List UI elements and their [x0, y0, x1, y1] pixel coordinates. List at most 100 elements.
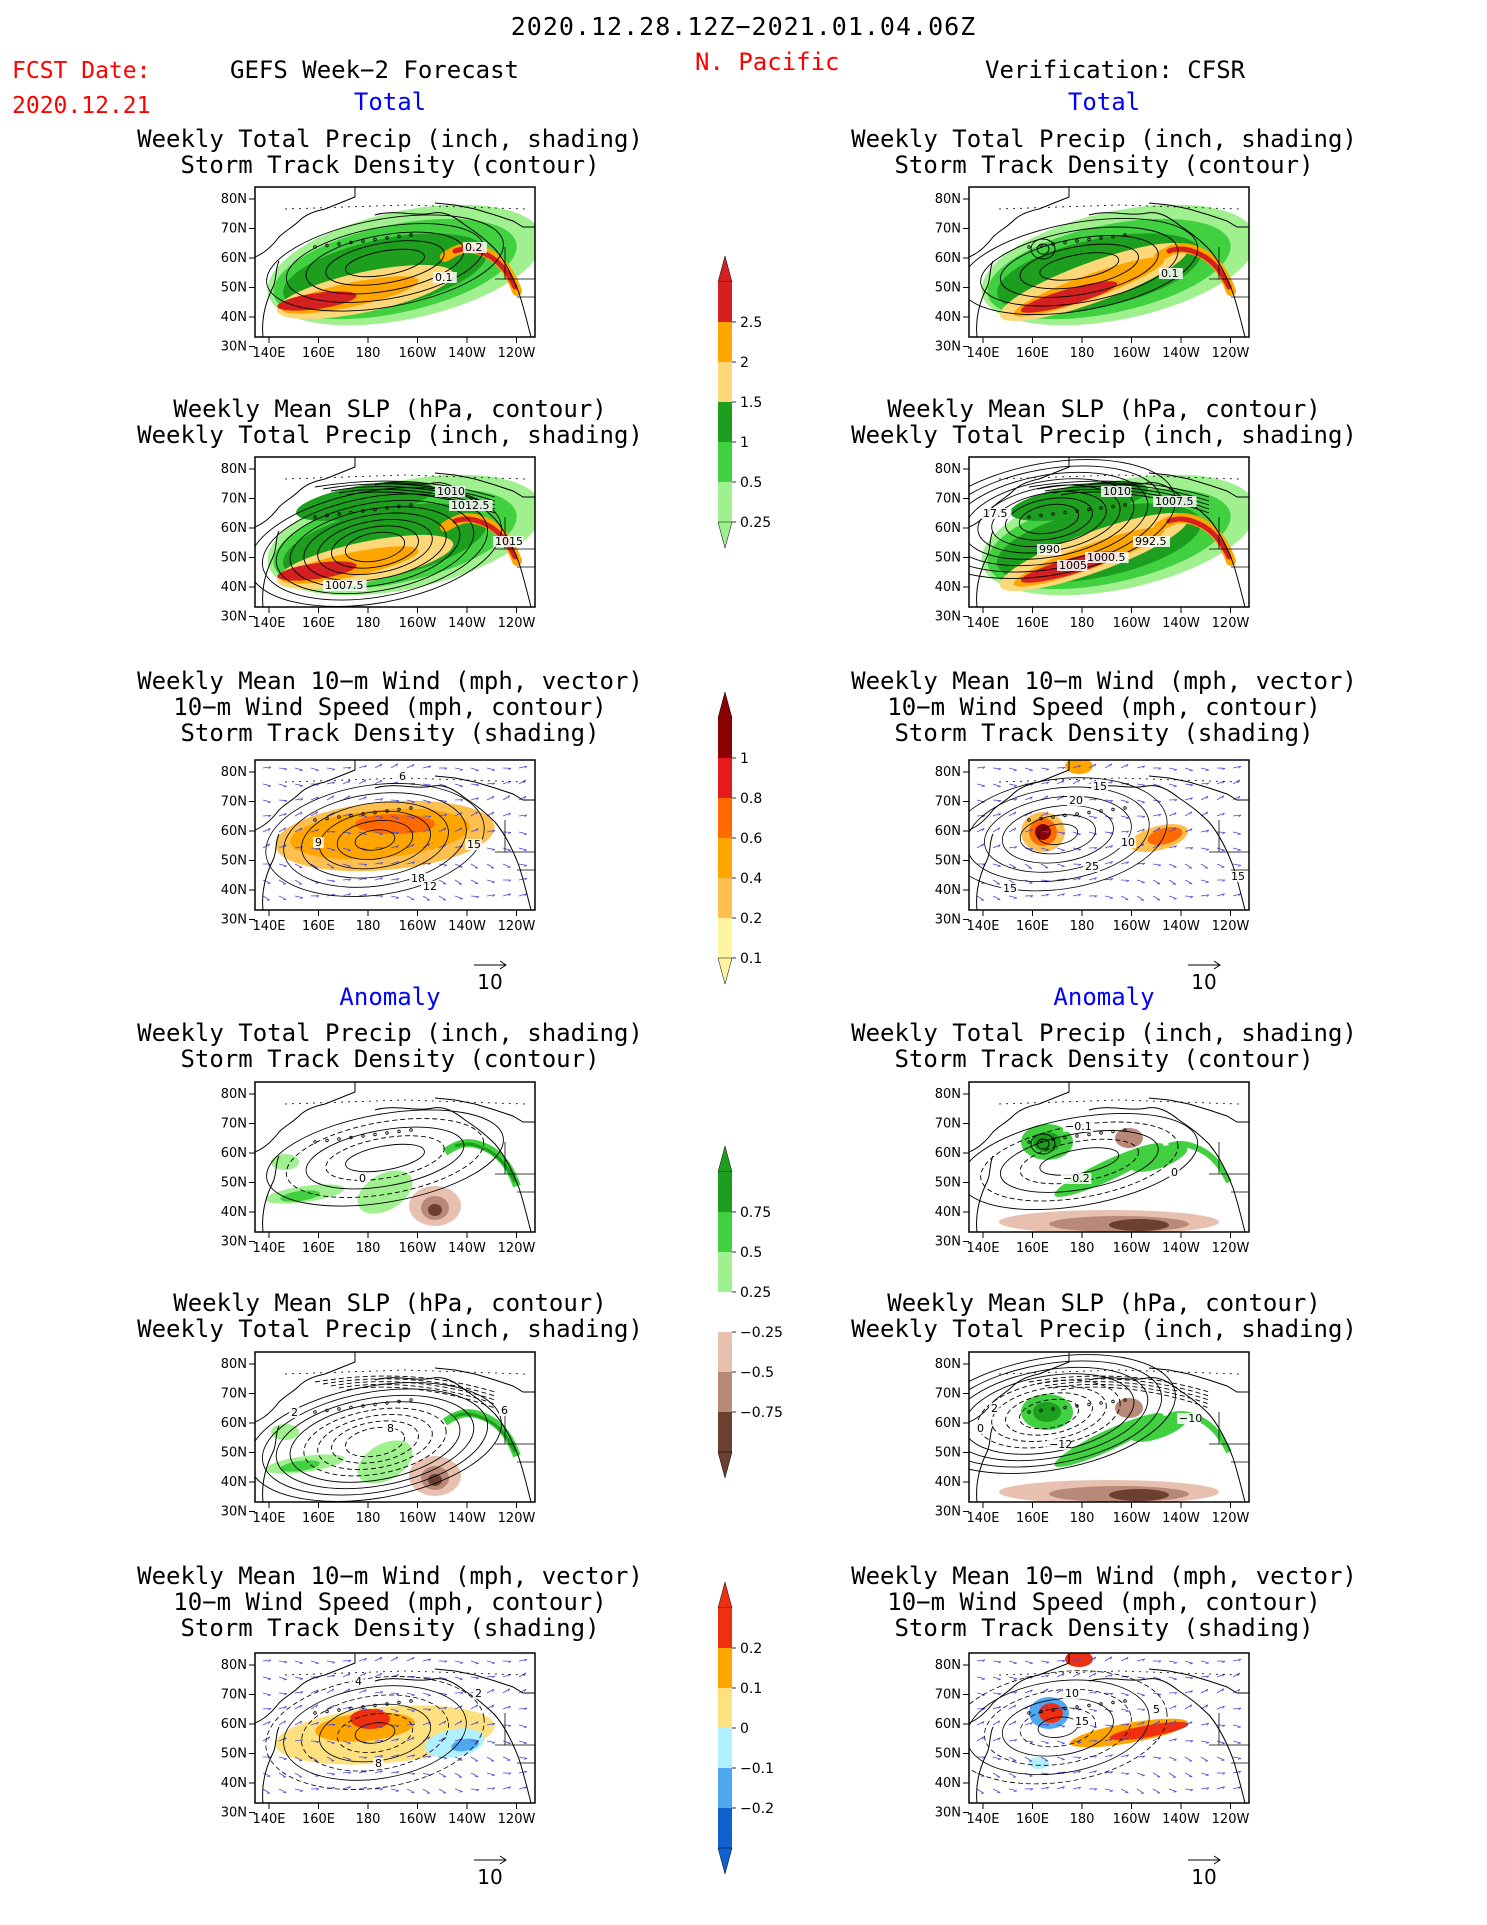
lat-tick-label: 50N — [221, 281, 247, 296]
lon-tick-label: 140W — [448, 1812, 486, 1827]
lon-tick-label: 120W — [498, 1812, 536, 1827]
lat-tick-label: 40N — [221, 580, 247, 595]
f6-title: Weekly Mean 10−m Wind (mph, vector) 10−m … — [137, 1562, 643, 1642]
lat-tick-label: 80N — [935, 765, 961, 780]
lat-tick-label: 50N — [221, 854, 247, 869]
v5-title: Weekly Mean SLP (hPa, contour) Weekly Tot… — [851, 1289, 1357, 1343]
stormtrack-anomaly-colorbar: 0.2 0.1 0 −0.1 −0.2 — [717, 1581, 774, 1875]
v4-title: Weekly Total Precip (inch, shading) Storm… — [851, 1019, 1357, 1073]
lat-tick-label: 80N — [221, 1087, 247, 1102]
colorbar-segment — [718, 798, 732, 838]
lon-tick-label: 140W — [448, 346, 486, 361]
lat-tick-label: 80N — [935, 1658, 961, 1673]
contour-label: −0.2 — [1063, 1172, 1090, 1185]
colorbar-segment — [718, 878, 732, 918]
contour-label: 0.1 — [435, 271, 453, 284]
contour-label: 9 — [315, 836, 322, 849]
date-range-title: 2020.12.28.12Z−2021.01.04.06Z — [510, 12, 977, 41]
lon-tick-label: 160W — [399, 616, 437, 631]
contour-label: −12 — [1049, 1438, 1072, 1451]
contour-label: 1005 — [1059, 559, 1087, 572]
v1-title: Weekly Total Precip (inch, shading) Storm… — [851, 125, 1357, 179]
contour-label: 8 — [387, 1422, 394, 1435]
lat-tick-label: 70N — [221, 1387, 247, 1402]
colorbar-label: 0.2 — [740, 1641, 762, 1657]
colorbar-bottom-arrow — [717, 521, 733, 549]
colorbar-label: 0.1 — [740, 951, 762, 967]
contour-label: 1012.5 — [451, 499, 490, 512]
lat-tick-label: 30N — [935, 913, 961, 928]
verification-title: Verification: CFSR — [985, 56, 1246, 84]
forecast-precip-stormtrack-anomaly-map: 0 80N 70N 60N 50N 40N 30N 140E 160E 180 160W 140W 12… — [221, 1081, 536, 1256]
lon-tick-label: 120W — [498, 346, 536, 361]
lon-tick-label: 160E — [302, 616, 335, 631]
colorbar-label: 0.4 — [740, 871, 762, 887]
contour-label: 0 — [359, 1172, 366, 1185]
contour-label: −0.1 — [1065, 1120, 1092, 1133]
lat-tick-label: 50N — [221, 1176, 247, 1191]
verification-precip-stormtrack-total-map: 0.1 80N 70N 60N 50N 40N 30N 140E 160E 180 160W 140W… — [935, 186, 1250, 361]
colorbar-label: 0.25 — [740, 1285, 771, 1301]
contour-label: 6 — [501, 1404, 508, 1417]
contour-label: 15 — [1003, 882, 1017, 895]
lat-tick-label: 70N — [221, 795, 247, 810]
lon-tick-label: 120W — [1212, 616, 1250, 631]
lat-tick-label: 30N — [935, 340, 961, 355]
vector-reference-label: 10 — [1191, 970, 1216, 994]
lat-tick-label: 40N — [935, 580, 961, 595]
colorbar-segment — [718, 1608, 732, 1648]
colorbar-segment — [718, 402, 732, 442]
lon-tick-label: 140E — [252, 346, 285, 361]
vector-reference-label: 10 — [1191, 1865, 1216, 1889]
lon-tick-label: 120W — [498, 1241, 536, 1256]
forecast-anomaly-label: Anomaly — [339, 983, 441, 1011]
lon-tick-label: 180 — [1070, 1511, 1095, 1526]
f5-title: Weekly Mean SLP (hPa, contour) Weekly Tot… — [137, 1289, 643, 1343]
lat-tick-label: 30N — [935, 610, 961, 625]
contour-label: 992.5 — [1135, 535, 1167, 548]
contour-label: 10 — [1065, 1687, 1079, 1700]
colorbar-segment — [718, 1808, 732, 1848]
lat-tick-label: 40N — [221, 310, 247, 325]
lat-tick-label: 30N — [935, 1806, 961, 1821]
fcst-date-label: FCST Date: — [12, 58, 151, 84]
colorbar-segment — [718, 1728, 732, 1768]
colorbar-segment — [718, 322, 732, 362]
v2-title: Weekly Mean SLP (hPa, contour) Weekly Tot… — [851, 395, 1357, 449]
contour-label: 12 — [423, 880, 437, 893]
lon-tick-label: 140E — [966, 919, 999, 934]
lon-tick-label: 160E — [302, 346, 335, 361]
forecast-total-label: Total — [353, 88, 427, 116]
lon-tick-label: 140E — [966, 1511, 999, 1526]
lat-tick-label: 50N — [935, 281, 961, 296]
colorbar-label: −0.25 — [740, 1325, 783, 1341]
lon-tick-label: 140E — [966, 1812, 999, 1827]
map-frame — [254, 1351, 536, 1503]
contour-label: 1007.5 — [1155, 495, 1194, 508]
f2-title: Weekly Mean SLP (hPa, contour) Weekly Tot… — [137, 395, 643, 449]
colorbar-segment — [718, 282, 732, 322]
colorbar-segment — [718, 1768, 732, 1808]
colorbar-top-arrow — [717, 255, 733, 283]
lon-tick-label: 160W — [1113, 346, 1151, 361]
lat-tick-label: 40N — [935, 883, 961, 898]
lat-tick-label: 30N — [221, 340, 247, 355]
lon-tick-label: 160E — [1016, 1241, 1049, 1256]
colorbar-segment — [718, 442, 732, 482]
lon-tick-label: 140W — [448, 616, 486, 631]
map-frame — [254, 1652, 536, 1804]
verification-wind-stormtrack-anomaly-map: 10 15 5 80N 70N 60N 50N 40N 30N 140E 160E 180 160W 14… — [935, 1652, 1250, 1827]
lon-tick-label: 180 — [1070, 616, 1095, 631]
contour-label: 15 — [467, 838, 481, 851]
lon-tick-label: 140W — [1162, 1241, 1200, 1256]
colorbar-label: 2 — [740, 355, 749, 371]
lat-tick-label: 30N — [221, 1235, 247, 1250]
lon-tick-label: 160W — [399, 1812, 437, 1827]
lon-tick-label: 120W — [1212, 919, 1250, 934]
lon-tick-label: 120W — [1212, 1511, 1250, 1526]
lon-tick-label: 180 — [356, 346, 381, 361]
lat-tick-label: 40N — [935, 1475, 961, 1490]
lon-tick-label: 160E — [1016, 919, 1049, 934]
lon-tick-label: 180 — [356, 1241, 381, 1256]
